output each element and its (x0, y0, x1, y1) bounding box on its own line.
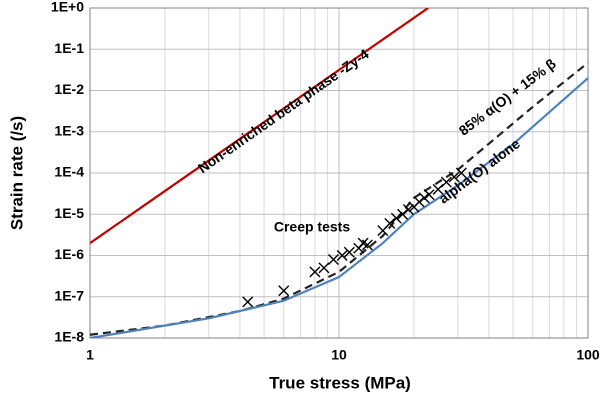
y-tick-label: 1E-8 (54, 329, 84, 345)
creep-test-marker (384, 217, 396, 229)
creep-test-marker (448, 171, 460, 183)
y-tick-label: 1E-1 (54, 40, 84, 56)
series-label: 85% α(O) + 15% β (456, 55, 560, 139)
creep-test-marker (418, 192, 430, 204)
creep-test-marker (423, 189, 435, 201)
creep-test-marker (309, 266, 321, 278)
series-line (90, 8, 429, 244)
x-tick-label: 1 (86, 347, 94, 363)
creep-test-marker (390, 212, 402, 224)
series-line (90, 61, 588, 336)
series-line (90, 77, 588, 338)
creep-test-marker (432, 183, 444, 195)
series-label: Creep tests (274, 219, 350, 235)
creep-test-marker (397, 208, 409, 220)
creep-test-marker (440, 176, 452, 188)
creep-test-marker (361, 239, 373, 251)
creep-test-marker (455, 167, 467, 179)
y-tick-label: 1E-4 (54, 164, 84, 180)
x-tick-label: 10 (331, 347, 347, 363)
creep-test-marker (242, 296, 254, 308)
y-tick-label: 1E-2 (54, 81, 84, 97)
x-axis-title: True stress (MPa) (269, 373, 411, 392)
y-tick-label: 1E-6 (54, 246, 84, 262)
y-tick-label: 1E-5 (54, 205, 84, 221)
y-axis-title: Strain rate (/s) (7, 116, 26, 230)
creep-test-marker (278, 285, 290, 297)
creep-test-marker (343, 246, 355, 258)
creep-test-marker (327, 254, 339, 265)
y-tick-label: 1E-3 (54, 122, 84, 138)
x-tick-label: 100 (576, 347, 600, 363)
series-label: alpha(O) alone (436, 135, 523, 206)
y-tick-label: 1E+0 (51, 0, 84, 15)
creep-test-marker (413, 196, 425, 208)
creep-test-marker (402, 204, 414, 216)
plot-frame (89, 7, 589, 339)
creep-test-marker (336, 250, 348, 261)
y-tick-label: 1E-7 (54, 287, 84, 303)
creep-test-marker (318, 262, 330, 274)
